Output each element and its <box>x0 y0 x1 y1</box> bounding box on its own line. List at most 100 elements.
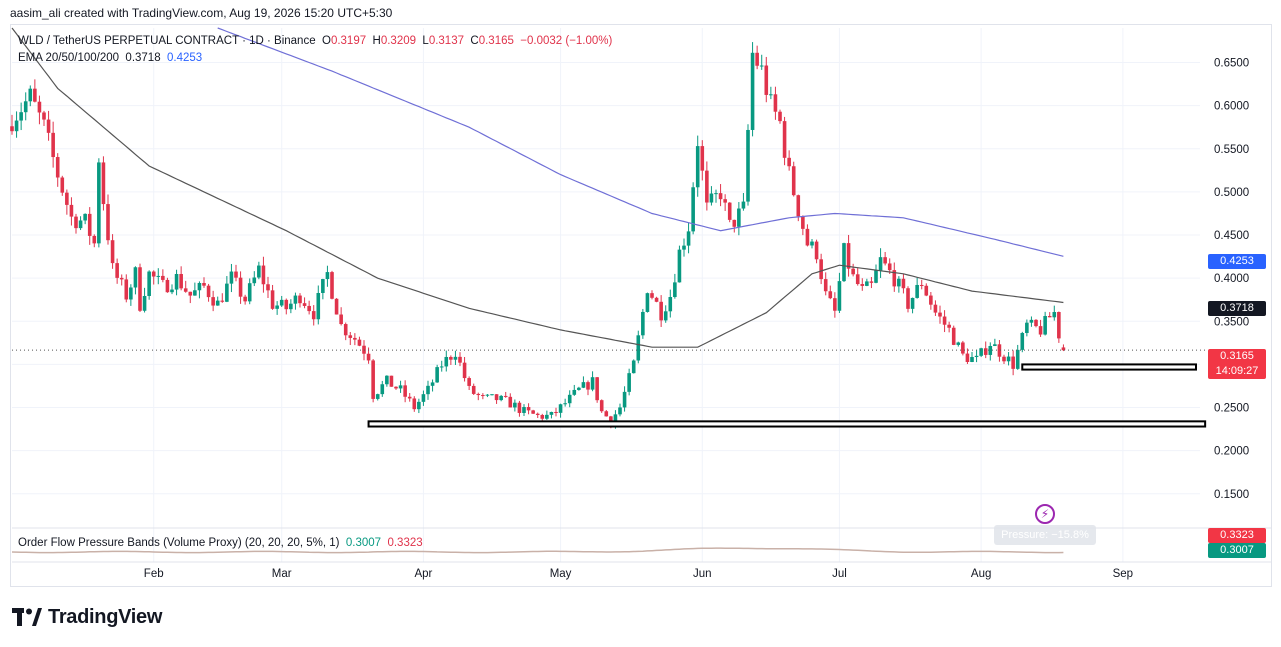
candle-body <box>979 348 983 356</box>
candle-body <box>983 348 988 355</box>
candle-body <box>631 360 636 374</box>
candle-body <box>595 377 599 401</box>
candle-body <box>517 402 522 413</box>
candle-body <box>769 94 773 96</box>
candle-body <box>33 88 37 102</box>
x-tick-label: Mar <box>272 568 292 580</box>
x-tick-label: Jun <box>693 568 712 580</box>
candle-body <box>545 414 549 419</box>
candle-body <box>366 353 371 361</box>
y-tick-label: 0.4000 <box>1214 273 1249 285</box>
y-tick-label: 0.3500 <box>1214 316 1249 328</box>
candle-body <box>563 403 567 405</box>
candle-body <box>476 393 481 396</box>
candle-body <box>691 187 695 232</box>
candle-body <box>737 208 741 227</box>
candle-body <box>343 324 348 336</box>
candle-body <box>307 305 311 312</box>
candle-body <box>129 287 133 300</box>
symbol-legend: WLD / TetherUS PERPETUAL CONTRACT · 1D ·… <box>18 35 612 47</box>
candle-body <box>156 275 161 277</box>
candle-body <box>394 386 398 389</box>
candle-body <box>531 410 535 414</box>
candle-body <box>929 295 933 305</box>
candle-body <box>1020 332 1025 350</box>
tradingview-logo[interactable]: TradingView <box>12 604 162 630</box>
candle-body <box>1047 316 1052 318</box>
ema-legend[interactable]: EMA 20/50/100/200 0.3718 0.4253 <box>18 52 202 64</box>
candle-body <box>229 271 234 284</box>
candle-body <box>970 357 974 363</box>
oscillator-upper-value: 0.3323 <box>387 537 423 549</box>
candle-body <box>55 157 60 178</box>
candle-body <box>275 305 279 309</box>
candle-body <box>1029 319 1034 323</box>
open-value: 0.3197 <box>330 35 367 47</box>
candle-body <box>636 335 641 361</box>
candle-body <box>874 270 878 283</box>
candle-body <box>1061 347 1066 351</box>
candle-body <box>1006 356 1011 362</box>
candle-body <box>997 344 1002 357</box>
candle-body <box>490 394 494 396</box>
candle-body <box>677 249 682 283</box>
oscillator-legend[interactable]: Order Flow Pressure Bands (Volume Proxy)… <box>18 537 423 549</box>
candle-body <box>357 339 362 346</box>
candle-body <box>764 65 769 95</box>
y-tick-label: 0.5000 <box>1214 187 1249 199</box>
candle-body <box>924 285 929 296</box>
candle-body <box>641 311 645 336</box>
x-tick-label: Feb <box>144 568 164 580</box>
candle-body <box>1038 326 1043 335</box>
candle-body <box>750 52 755 130</box>
y-tick-label: 0.6000 <box>1214 101 1249 113</box>
x-tick-label: Apr <box>414 568 432 580</box>
candle-body <box>823 279 828 292</box>
candle-body <box>28 88 33 102</box>
candle-body <box>897 278 901 287</box>
candle-body <box>348 335 353 338</box>
candle-body <box>965 353 970 363</box>
ema-100-line <box>11 27 1064 348</box>
candle-body <box>439 366 444 368</box>
candle-body <box>243 296 247 302</box>
lightning-icon[interactable]: ⚡ <box>1035 504 1055 524</box>
ema-label: EMA 20/50/100/200 <box>18 52 120 64</box>
candle-body <box>759 65 764 67</box>
candle-body <box>526 407 531 411</box>
y-tick-label: 0.2500 <box>1214 403 1249 415</box>
pressure-tooltip: Pressure: −15.8% <box>994 525 1096 545</box>
candle-body <box>83 213 87 221</box>
y-tick-label: 0.5500 <box>1214 144 1249 156</box>
candle-body <box>206 285 211 298</box>
candle-body <box>558 404 563 413</box>
x-tick-label: Jul <box>832 568 847 580</box>
candle-body <box>284 299 289 310</box>
candle-body <box>92 235 97 244</box>
candle-body <box>325 272 330 280</box>
candle-body <box>220 300 225 302</box>
candle-body <box>755 52 759 66</box>
candle-body <box>430 382 435 386</box>
candle-body <box>188 291 193 296</box>
candle-body <box>289 303 293 310</box>
candle-body <box>668 297 673 312</box>
candle-body <box>892 270 897 287</box>
candle-body <box>462 362 467 379</box>
candle-body <box>618 407 622 415</box>
candle-body <box>901 278 906 289</box>
candle-body <box>330 272 334 299</box>
candle-body <box>663 311 668 321</box>
candle-body <box>741 201 746 209</box>
candle-body <box>622 391 627 408</box>
candle-body <box>471 385 476 394</box>
candle-body <box>170 289 174 293</box>
candle-body <box>613 414 618 426</box>
candle-body <box>590 377 595 390</box>
tradingview-brand: TradingView <box>48 605 163 628</box>
oscillator-upper-tag: 0.3323 <box>1208 528 1266 543</box>
candle-body <box>485 394 490 396</box>
candle-body <box>942 316 947 325</box>
candle-body <box>234 271 238 278</box>
